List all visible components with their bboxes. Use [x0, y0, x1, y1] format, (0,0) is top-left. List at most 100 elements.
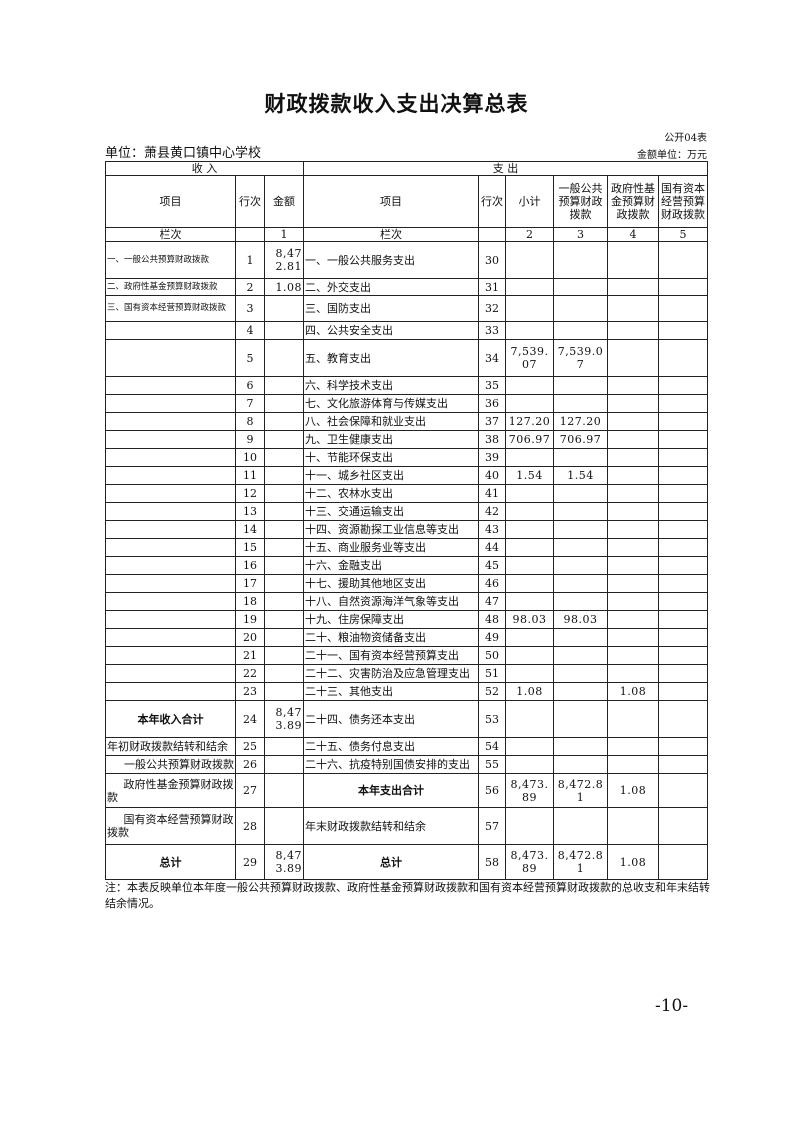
table-row: 5 五、教育支出 34 7,539.07 7,539.07	[105, 339, 708, 377]
expense-item: 二十四、债务还本支出	[303, 700, 479, 738]
general-value	[553, 241, 608, 279]
income-row-no: 22	[235, 664, 265, 683]
state-value	[658, 448, 708, 467]
expense-item: 五、教育支出	[303, 339, 479, 377]
fund-value	[607, 295, 659, 322]
expense-row-no: 45	[478, 556, 506, 575]
income-amount	[264, 466, 304, 485]
income-row-no: 17	[235, 574, 265, 593]
expense-item: 十、节能环保支出	[303, 448, 479, 467]
expense-row-no: 40	[478, 466, 506, 485]
general-value	[553, 755, 608, 774]
subtotal-value	[505, 321, 554, 340]
state-value	[658, 610, 708, 629]
expense-item: 二、外交支出	[303, 278, 479, 296]
income-item	[105, 574, 236, 593]
fund-value	[607, 610, 659, 629]
general-value	[553, 295, 608, 322]
table-row: 总计 29 8,473.89 总计 58 8,473.89 8,472.81 1.08	[105, 844, 708, 880]
state-value	[658, 430, 708, 449]
income-amount	[264, 737, 304, 756]
fund-value: 1.08	[607, 844, 659, 880]
fund-header: 政府性基金预算财政拨款	[607, 175, 659, 228]
income-item	[105, 339, 236, 377]
subtotal-value	[505, 556, 554, 575]
subtotal-value	[505, 448, 554, 467]
income-amount	[264, 556, 304, 575]
expense-item: 十九、住房保障支出	[303, 610, 479, 629]
page-number: -10-	[655, 996, 689, 1016]
expense-row-no: 56	[478, 773, 506, 808]
fund-value	[607, 646, 659, 665]
general-value: 706.97	[553, 430, 608, 449]
expense-row-no: 41	[478, 484, 506, 503]
subtotal-value	[505, 520, 554, 539]
state-value	[658, 700, 708, 738]
expense-item: 四、公共安全支出	[303, 321, 479, 340]
state-value	[658, 807, 708, 845]
expense-row-no: 35	[478, 376, 506, 395]
col-label: 栏次	[105, 227, 236, 242]
subtotal-value: 1.54	[505, 466, 554, 485]
fund-value	[607, 448, 659, 467]
income-amount	[264, 628, 304, 647]
state-value	[658, 755, 708, 774]
fund-value	[607, 412, 659, 431]
empty-cell	[235, 227, 265, 242]
expense-item: 十五、商业服务业等支出	[303, 538, 479, 557]
income-amount	[264, 807, 304, 845]
income-item	[105, 520, 236, 539]
subtotal-value	[505, 484, 554, 503]
general-value: 8,472.81	[553, 844, 608, 880]
state-value	[658, 556, 708, 575]
fund-value: 1.08	[607, 773, 659, 808]
income-item	[105, 538, 236, 557]
state-value	[658, 466, 708, 485]
expense-header: 支 出	[303, 161, 708, 176]
expense-row-no: 49	[478, 628, 506, 647]
expense-item: 二十、粮油物资储备支出	[303, 628, 479, 647]
fund-value	[607, 628, 659, 647]
income-amount	[264, 412, 304, 431]
income-item: 一、一般公共预算财政拨款	[105, 241, 236, 279]
income-amount	[264, 321, 304, 340]
fund-value	[607, 484, 659, 503]
expense-row-no: 31	[478, 278, 506, 296]
general-value	[553, 376, 608, 395]
income-item	[105, 412, 236, 431]
income-row-no: 24	[235, 700, 265, 738]
income-item	[105, 321, 236, 340]
table-row: 21 二十一、国有资本经营预算支出 50	[105, 646, 708, 665]
income-item	[105, 592, 236, 611]
general-value	[553, 592, 608, 611]
general-value: 8,472.81	[553, 773, 608, 808]
subtotal-value	[505, 241, 554, 279]
income-item: 本年收入合计	[105, 700, 236, 738]
income-header: 收 入	[105, 161, 304, 176]
table-row: 16 十六、金融支出 45	[105, 556, 708, 575]
expense-row-no: 58	[478, 844, 506, 880]
table-row: 14 十四、资源勘探工业信息等支出 43	[105, 520, 708, 539]
state-value	[658, 520, 708, 539]
fund-value	[607, 574, 659, 593]
general-value	[553, 278, 608, 296]
income-item	[105, 502, 236, 521]
expense-item: 一、一般公共服务支出	[303, 241, 479, 279]
income-row-no: 5	[235, 339, 265, 377]
col-num: 3	[553, 227, 608, 242]
income-amount	[264, 520, 304, 539]
income-row-no: 9	[235, 430, 265, 449]
income-item	[105, 466, 236, 485]
expense-item: 二十一、国有资本经营预算支出	[303, 646, 479, 665]
income-amount	[264, 682, 304, 701]
fund-value	[607, 376, 659, 395]
income-item: 总计	[105, 844, 236, 880]
expense-row-no: 55	[478, 755, 506, 774]
general-value	[553, 448, 608, 467]
table-row: 三、国有资本经营预算财政拨款 3 三、国防支出 32	[105, 295, 708, 322]
income-item	[105, 484, 236, 503]
state-value	[658, 773, 708, 808]
income-row-no: 25	[235, 737, 265, 756]
income-item	[105, 556, 236, 575]
state-value	[658, 484, 708, 503]
